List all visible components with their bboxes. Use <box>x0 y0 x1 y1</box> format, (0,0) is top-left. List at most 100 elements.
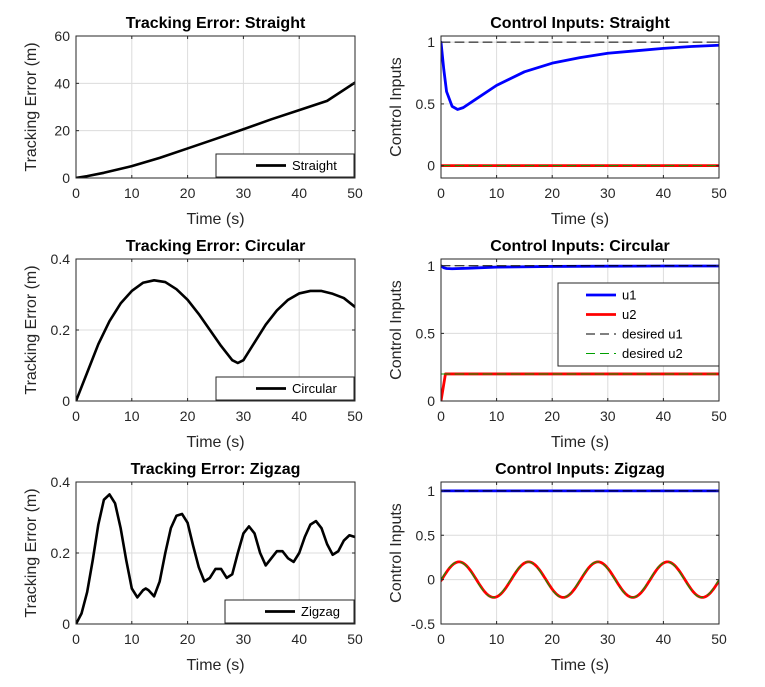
series-line-1 <box>76 81 355 178</box>
x-tick-label: 10 <box>489 631 505 647</box>
legend-label: Zigzag <box>301 604 340 619</box>
x-tick-label: 30 <box>600 185 616 201</box>
x-tick-label: 0 <box>437 631 445 647</box>
chart-panel-5: 0 10 20 30 40 50 0 0.2 0.4 Tracking Error: Zigzag… <box>23 461 363 674</box>
x-axis-label: Time (s) <box>186 434 244 451</box>
y-tick-label: 20 <box>54 123 70 139</box>
legend: Zigzag <box>224 599 355 624</box>
x-axis-label: Time (s) <box>186 657 244 674</box>
x-tick-label: 30 <box>600 631 616 647</box>
chart-title: Control Inputs: Straight <box>490 15 670 32</box>
y-tick-label: 0 <box>427 572 435 588</box>
x-axis-label: Time (s) <box>551 434 609 451</box>
series-line-1 <box>441 40 719 111</box>
y-axis-label: Control Inputs <box>388 57 405 157</box>
chart-panel-3: 0 10 20 30 40 50 0 0.2 0.4 Tracking Error: Circul… <box>23 238 363 451</box>
y-axis-label: Tracking Error (m) <box>23 488 40 617</box>
x-tick-label: 40 <box>291 408 307 424</box>
y-tick-label: 0.2 <box>51 545 71 561</box>
x-tick-label: 20 <box>544 631 560 647</box>
y-tick-label: 0.2 <box>51 322 71 338</box>
y-tick-label: 0.5 <box>416 527 436 543</box>
y-tick-label: 0 <box>427 158 435 174</box>
x-tick-label: 10 <box>124 185 140 201</box>
x-tick-label: 20 <box>180 408 196 424</box>
x-tick-label: 10 <box>124 631 140 647</box>
legend: Straight <box>215 153 355 178</box>
legend-label: Circular <box>292 381 337 396</box>
y-tick-label: 0 <box>427 393 435 409</box>
legend-label: desired u2 <box>622 346 683 361</box>
x-tick-label: 0 <box>72 408 80 424</box>
y-tick-label: 0.4 <box>51 474 71 490</box>
x-tick-label: 0 <box>72 631 80 647</box>
y-tick-label: 0.5 <box>416 325 436 341</box>
chart-title: Tracking Error: Straight <box>126 15 306 32</box>
series-line-1 <box>441 264 719 271</box>
legend-label: u2 <box>622 307 636 322</box>
y-axis-label: Control Inputs <box>388 280 405 380</box>
x-tick-label: 0 <box>437 185 445 201</box>
chart-panel-2: 0 10 20 30 40 50 0 0.5 1 Control Inputs: Straight… <box>388 15 727 228</box>
x-tick-label: 40 <box>656 408 672 424</box>
x-tick-label: 20 <box>544 185 560 201</box>
series-line-1 <box>76 493 355 624</box>
x-tick-label: 30 <box>600 408 616 424</box>
chart-title: Control Inputs: Zigzag <box>495 461 665 478</box>
x-tick-label: 50 <box>711 185 727 201</box>
x-tick-label: 50 <box>711 631 727 647</box>
y-tick-label: 0.4 <box>51 251 71 267</box>
x-tick-label: 40 <box>656 185 672 201</box>
series-line-1 <box>76 279 355 401</box>
legend-label: desired u1 <box>622 327 683 342</box>
series-group <box>441 489 719 599</box>
x-tick-label: 20 <box>180 185 196 201</box>
series-group <box>76 493 355 624</box>
y-tick-label: -0.5 <box>411 616 435 632</box>
y-tick-label: 0 <box>62 616 70 632</box>
plot-frame <box>440 481 720 625</box>
chart-panel-4: 0 10 20 30 40 50 0 0.5 1 Control Inputs: Circular… <box>388 238 727 451</box>
legend: u1 u2 desired u1 desired u2 <box>557 282 720 367</box>
x-tick-label: 20 <box>544 408 560 424</box>
x-tick-label: 40 <box>656 631 672 647</box>
legend-label: Straight <box>292 158 337 173</box>
x-tick-label: 50 <box>711 408 727 424</box>
x-tick-label: 30 <box>236 185 252 201</box>
series-group <box>441 40 719 168</box>
x-tick-label: 40 <box>291 185 307 201</box>
x-tick-label: 0 <box>72 185 80 201</box>
y-axis-label: Tracking Error (m) <box>23 265 40 394</box>
y-tick-label: 1 <box>427 483 435 499</box>
x-axis-label: Time (s) <box>186 211 244 228</box>
y-tick-label: 1 <box>427 34 435 50</box>
y-tick-label: 1 <box>427 258 435 274</box>
y-tick-label: 0 <box>62 393 70 409</box>
x-axis-label: Time (s) <box>551 211 609 228</box>
chart-panel-1: 0 10 20 30 40 50 0 20 40 60 Tracking Error: Straig… <box>23 15 363 228</box>
x-tick-label: 10 <box>489 185 505 201</box>
y-axis-label: Tracking Error (m) <box>23 42 40 171</box>
series-line-4 <box>441 561 719 598</box>
chart-title: Tracking Error: Circular <box>126 238 306 255</box>
x-tick-label: 30 <box>236 408 252 424</box>
y-tick-label: 0 <box>62 170 70 186</box>
x-axis-label: Time (s) <box>551 657 609 674</box>
x-tick-label: 30 <box>236 631 252 647</box>
series-group <box>76 81 355 178</box>
legend-box <box>557 282 720 367</box>
legend: Circular <box>215 376 355 401</box>
x-tick-label: 50 <box>347 631 363 647</box>
x-tick-label: 50 <box>347 185 363 201</box>
x-tick-label: 0 <box>437 408 445 424</box>
y-axis-label: Control Inputs <box>388 503 405 603</box>
y-tick-label: 40 <box>54 75 70 91</box>
plot-frame <box>75 35 356 179</box>
x-tick-label: 10 <box>489 408 505 424</box>
series-group <box>76 279 355 401</box>
x-tick-label: 20 <box>180 631 196 647</box>
x-tick-label: 10 <box>124 408 140 424</box>
y-tick-label: 0.5 <box>416 96 436 112</box>
